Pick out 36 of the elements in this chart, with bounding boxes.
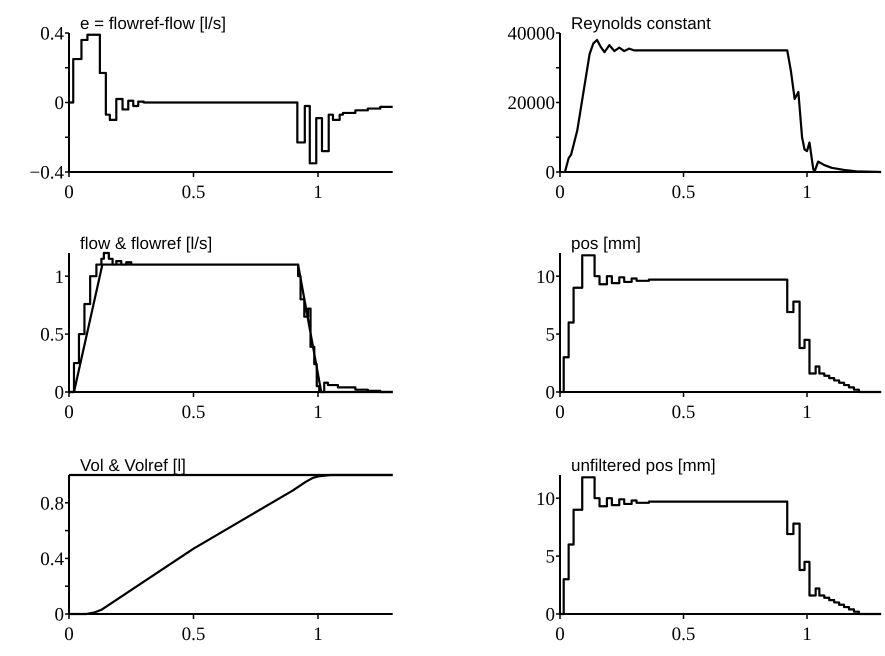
y-tick-label: 0 xyxy=(54,604,64,626)
y-tick-label: −0.4 xyxy=(30,162,64,184)
x-tick-label: 0.5 xyxy=(672,402,696,423)
x-tick-label: 1 xyxy=(802,402,812,423)
x-tick-label: 0.5 xyxy=(182,182,206,203)
chart-title: e = flowref-flow [l/s] xyxy=(80,14,226,33)
y-tick-label: 0 xyxy=(54,382,64,404)
x-tick-label: 0.5 xyxy=(672,182,696,203)
y-tick-label: 0 xyxy=(54,93,64,114)
y-tick-label: 0.4 xyxy=(40,24,64,45)
chart-title: unfiltered pos [mm] xyxy=(571,456,716,475)
y-tick-label: 0 xyxy=(546,604,555,626)
y-tick-label: 0 xyxy=(546,382,555,404)
y-tick-label: 20000 xyxy=(508,93,555,114)
x-tick-label: 0.5 xyxy=(182,624,206,645)
y-tick-label: 40000 xyxy=(508,24,555,45)
y-tick-label: 5 xyxy=(546,324,555,346)
chart-title: Vol & Volref [l] xyxy=(80,456,186,475)
x-tick-label: 1 xyxy=(313,182,323,203)
y-tick-label: 0.4 xyxy=(40,549,64,570)
y-tick-label: 5 xyxy=(546,546,555,568)
y-tick-label: 0.5 xyxy=(40,324,64,346)
y-tick-label: 10 xyxy=(536,266,555,288)
y-tick-label: 10 xyxy=(536,488,555,510)
y-tick-label: 0 xyxy=(546,162,555,184)
y-tick-label: 0.8 xyxy=(40,493,64,514)
x-tick-label: 0.5 xyxy=(672,624,696,645)
chart-title: flow & flowref [l/s] xyxy=(80,234,212,253)
x-tick-label: 1 xyxy=(313,402,323,423)
x-tick-label: 1 xyxy=(802,624,812,645)
y-tick-label: 1 xyxy=(54,266,64,288)
x-tick-label: 1 xyxy=(313,624,323,645)
chart-title: pos [mm] xyxy=(571,234,641,253)
chart-title: Reynolds constant xyxy=(571,14,712,33)
x-tick-label: 0.5 xyxy=(182,402,206,423)
x-tick-label: 1 xyxy=(802,182,812,203)
